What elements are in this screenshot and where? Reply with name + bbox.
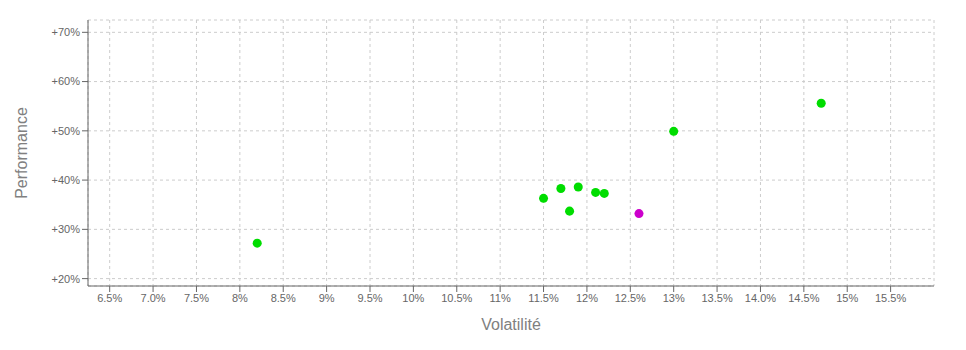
svg-text:13%: 13% — [663, 292, 685, 304]
svg-text:8%: 8% — [232, 292, 248, 304]
svg-text:Performance: Performance — [13, 107, 30, 199]
svg-text:11%: 11% — [490, 292, 511, 304]
svg-text:10%: 10% — [402, 292, 424, 304]
svg-text:8.5%: 8.5% — [271, 292, 296, 304]
svg-text:Volatilité: Volatilité — [481, 316, 541, 333]
svg-text:6.5%: 6.5% — [97, 292, 122, 304]
svg-text:+40%: +40% — [52, 174, 81, 186]
svg-text:12%: 12% — [576, 292, 598, 304]
svg-text:+20%: +20% — [52, 273, 81, 285]
svg-text:7.0%: 7.0% — [141, 292, 166, 304]
svg-text:14.0%: 14.0% — [745, 292, 776, 304]
svg-text:+60%: +60% — [52, 75, 81, 87]
svg-text:+30%: +30% — [52, 223, 81, 235]
svg-text:9.5%: 9.5% — [357, 292, 382, 304]
svg-text:12.5%: 12.5% — [615, 292, 646, 304]
svg-text:14.5%: 14.5% — [788, 292, 819, 304]
svg-text:15.5%: 15.5% — [875, 292, 906, 304]
svg-text:13.5%: 13.5% — [701, 292, 732, 304]
svg-text:15%: 15% — [836, 292, 858, 304]
svg-text:9%: 9% — [319, 292, 335, 304]
svg-text:11.5%: 11.5% — [528, 292, 559, 304]
svg-text:7.5%: 7.5% — [184, 292, 209, 304]
svg-text:+50%: +50% — [52, 125, 81, 137]
svg-text:10.5%: 10.5% — [441, 292, 472, 304]
svg-text:+70%: +70% — [52, 26, 81, 38]
